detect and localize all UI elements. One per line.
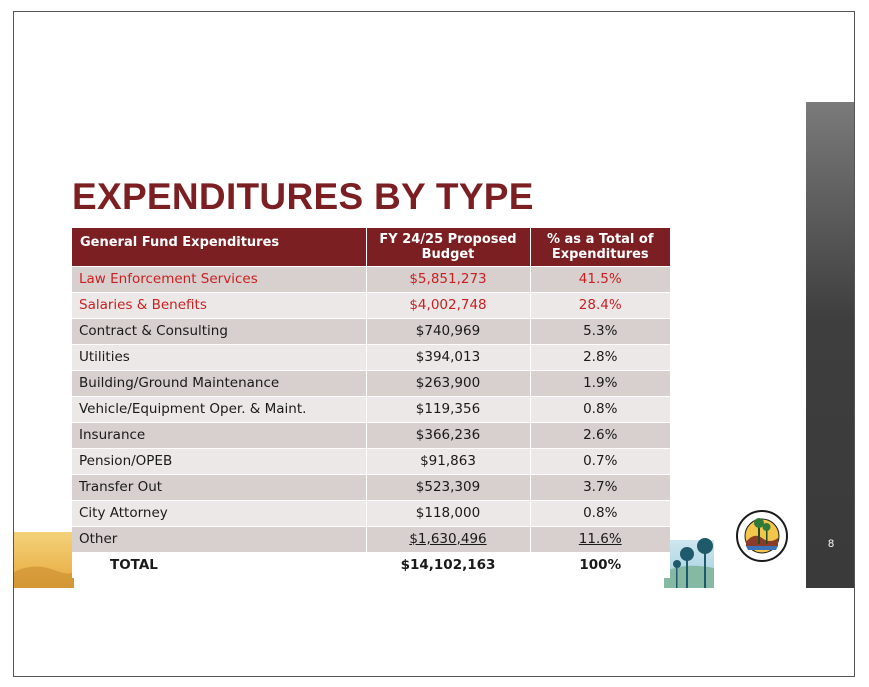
percent-cell: 28.4% [530,291,670,318]
percent-cell: 41.5% [530,265,670,292]
budget-cell: $119,356 [366,395,531,422]
table-row: Insurance $366,236 2.6% [72,421,670,448]
percent-cell-text: 3.7% [583,479,618,495]
header-percent: % as a Total of Expenditures [530,228,670,266]
percent-cell: 3.7% [530,473,670,500]
percent-cell: 5.3% [530,317,670,344]
category-cell-text: Transfer Out [79,479,163,495]
category-cell: Utilities [72,343,367,370]
category-cell-text: Other [79,531,118,547]
percent-cell-text: 0.7% [583,453,618,469]
category-cell-text: Pension/OPEB [79,453,173,469]
category-cell-text: Law Enforcement Services [79,271,258,287]
budget-cell-text: $91,863 [420,453,476,469]
percent-cell: 11.6% [530,525,670,552]
slide: 8 EXPENDITURES BY TYPE General Fund Expe… [13,11,855,677]
budget-cell: $263,900 [366,369,531,396]
budget-cell: $394,013 [366,343,531,370]
category-cell-text: City Attorney [79,505,168,521]
table-header-row: General Fund Expenditures FY 24/25 Propo… [72,228,670,266]
category-cell: Vehicle/Equipment Oper. & Maint. [72,395,367,422]
category-cell: Other [72,525,367,552]
total-label: TOTAL [72,551,367,578]
percent-cell: 0.8% [530,395,670,422]
category-cell: Salaries & Benefits [72,291,367,318]
budget-cell: $366,236 [366,421,531,448]
table-row: Law Enforcement Services $5,851,273 41.5% [72,265,670,292]
percent-cell-text: 5.3% [583,323,618,339]
budget-cell: $740,969 [366,317,531,344]
category-cell-text: Vehicle/Equipment Oper. & Maint. [79,401,307,417]
category-cell: Insurance [72,421,367,448]
category-cell-text: Insurance [79,427,146,443]
budget-cell-text: $523,309 [415,479,481,495]
landscape-strip [14,532,714,588]
sidebar-bar: 8 [806,102,854,588]
budget-cell: $118,000 [366,499,531,526]
category-cell: Contract & Consulting [72,317,367,344]
table-row: Salaries & Benefits $4,002,748 28.4% [72,291,670,318]
table-row: Building/Ground Maintenance $263,900 1.9% [72,369,670,396]
percent-cell-text: 2.6% [583,427,618,443]
category-cell: Law Enforcement Services [72,265,367,292]
percent-cell-text: 0.8% [583,401,618,417]
category-cell-text: Contract & Consulting [79,323,228,339]
total-percent: 100% [530,551,670,578]
percent-cell: 2.6% [530,421,670,448]
header-budget: FY 24/25 Proposed Budget [366,228,531,266]
category-cell-text: Utilities [79,349,130,365]
category-cell: Transfer Out [72,473,367,500]
budget-cell-text: $5,851,273 [409,271,487,287]
budget-cell: $5,851,273 [366,265,531,292]
percent-cell-text: 28.4% [578,297,622,313]
slide-title: EXPENDITURES BY TYPE [72,176,534,217]
budget-cell-text: $263,900 [415,375,481,391]
table-row: City Attorney $118,000 0.8% [72,499,670,526]
percent-cell: 2.8% [530,343,670,370]
expenditures-table: General Fund Expenditures FY 24/25 Propo… [72,228,670,578]
category-cell: City Attorney [72,499,367,526]
page-number: 8 [827,538,835,550]
percent-cell: 0.8% [530,499,670,526]
budget-cell-text: $740,969 [415,323,481,339]
percent-cell: 1.9% [530,369,670,396]
budget-cell: $1,630,496 [366,525,531,552]
category-cell: Pension/OPEB [72,447,367,474]
header-category: General Fund Expenditures [72,228,367,266]
percent-cell-text: 0.8% [583,505,618,521]
table-row: Other $1,630,496 11.6% [72,525,670,552]
percent-cell-text: 11.6% [578,531,622,547]
percent-cell-text: 41.5% [578,271,622,287]
total-budget: $14,102,163 [366,551,531,578]
budget-cell: $4,002,748 [366,291,531,318]
table-row: Utilities $394,013 2.8% [72,343,670,370]
table-body: Law Enforcement Services $5,851,273 41.5% S… [72,265,670,578]
budget-cell: $91,863 [366,447,531,474]
budget-cell-text: $366,236 [415,427,481,443]
table-row: Vehicle/Equipment Oper. & Maint. $119,356… [72,395,670,422]
budget-cell-text: $4,002,748 [409,297,487,313]
total-row: TOTAL $14,102,163 100% [72,551,670,578]
table-row: Contract & Consulting $740,969 5.3% [72,317,670,344]
table-row: Pension/OPEB $91,863 0.7% [72,447,670,474]
budget-cell-text: $118,000 [415,505,481,521]
category-cell: Building/Ground Maintenance [72,369,367,396]
category-cell-text: Salaries & Benefits [79,297,207,313]
category-cell-text: Building/Ground Maintenance [79,375,280,391]
budget-cell-text: $394,013 [415,349,481,365]
budget-cell-text: $119,356 [415,401,481,417]
budget-cell: $523,309 [366,473,531,500]
budget-cell-text: $1,630,496 [409,531,487,547]
city-seal-logo [736,510,788,562]
percent-cell-text: 1.9% [583,375,618,391]
percent-cell: 0.7% [530,447,670,474]
table-row: Transfer Out $523,309 3.7% [72,473,670,500]
percent-cell-text: 2.8% [583,349,618,365]
